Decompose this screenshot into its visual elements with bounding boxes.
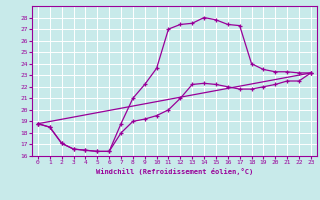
X-axis label: Windchill (Refroidissement éolien,°C): Windchill (Refroidissement éolien,°C) [96, 168, 253, 175]
